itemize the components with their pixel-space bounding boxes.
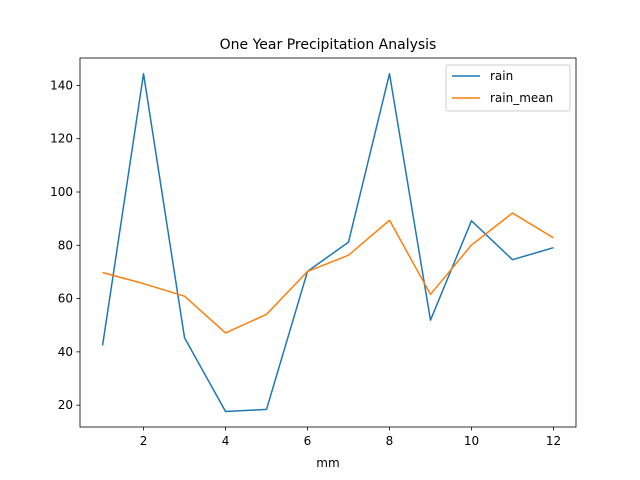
y-tick-label: 20: [58, 398, 73, 412]
x-axis-label: mm: [316, 456, 339, 470]
y-tick-label: 120: [50, 132, 73, 146]
legend: rain rain_mean: [445, 64, 571, 112]
y-tick-label: 40: [58, 345, 73, 359]
x-axis-ticks: 2 4 6 8 10 12: [140, 427, 561, 448]
x-tick-label: 6: [304, 434, 312, 448]
y-tick-label: 80: [58, 238, 73, 252]
y-tick-label: 140: [50, 78, 73, 92]
y-axis-ticks: 20 40 60 80 100 120 140: [50, 78, 80, 412]
x-tick-label: 10: [464, 434, 479, 448]
x-tick-label: 4: [222, 434, 230, 448]
series-line-rain_mean: [102, 212, 554, 334]
plot-lines: [101, 72, 554, 413]
x-tick-label: 12: [546, 434, 561, 448]
x-tick-label: 8: [386, 434, 394, 448]
y-tick-label: 60: [58, 292, 73, 306]
x-tick-label: 2: [140, 434, 148, 448]
series-line-rain: [101, 72, 554, 413]
y-tick-label: 100: [50, 185, 73, 199]
chart-title: One Year Precipitation Analysis: [220, 37, 437, 53]
plot-frame: [79, 57, 577, 428]
legend-label-rain_mean: rain_mean: [490, 91, 553, 105]
legend-label-rain: rain: [490, 69, 513, 83]
